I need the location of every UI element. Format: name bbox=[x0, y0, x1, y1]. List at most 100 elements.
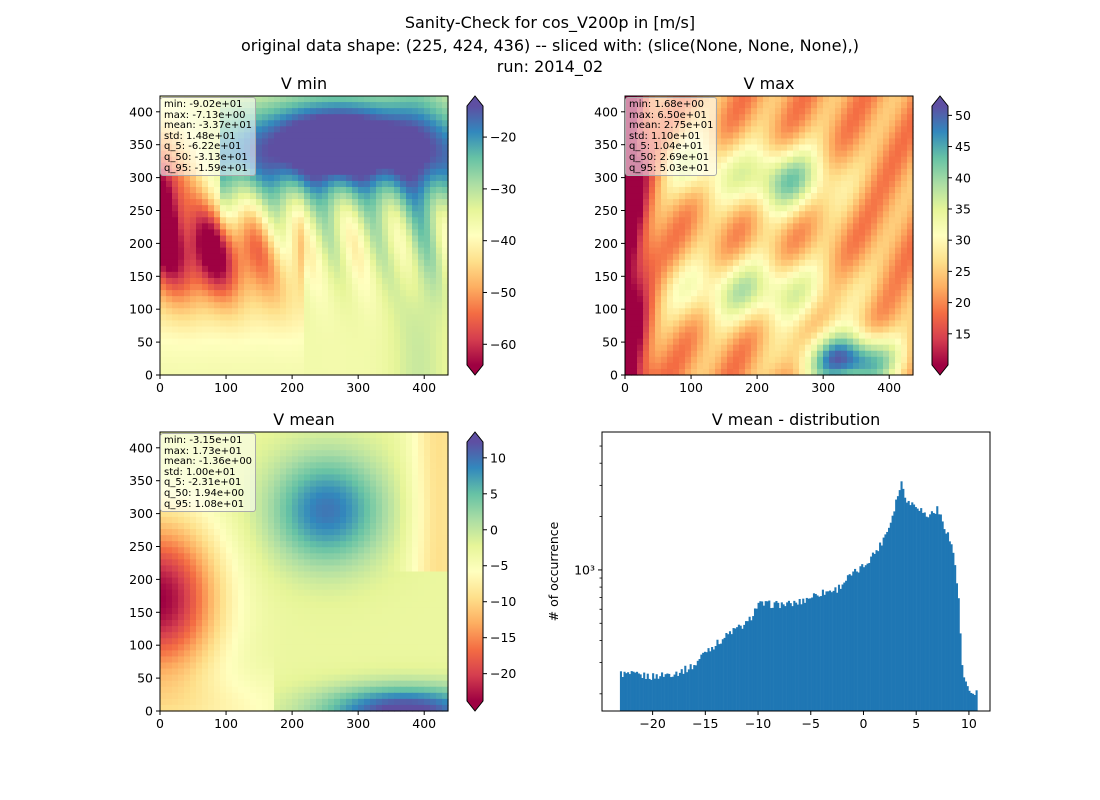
histogram-bar bbox=[723, 637, 726, 711]
histogram-bar bbox=[811, 597, 814, 711]
stats-line: min: 1.68e+00 bbox=[629, 99, 704, 110]
histogram-bar bbox=[864, 565, 867, 711]
histogram-bar bbox=[886, 531, 889, 711]
colorbar-outline bbox=[466, 431, 484, 712]
histogram-bar bbox=[973, 695, 976, 711]
histogram-bar bbox=[827, 591, 830, 711]
y-tick-label: 100 bbox=[129, 302, 153, 317]
histogram-bar bbox=[950, 544, 953, 711]
histogram-bar bbox=[702, 652, 705, 711]
histogram-bar bbox=[879, 542, 882, 711]
colorbar-extend-max bbox=[467, 432, 483, 442]
histogram-bar bbox=[975, 690, 978, 711]
stats-line: mean: -3.37e+01 bbox=[164, 120, 253, 132]
histogram-bar bbox=[659, 676, 662, 711]
x-tick-label: 200 bbox=[745, 380, 769, 395]
histogram-bar bbox=[714, 646, 717, 711]
colorbar-tick-label: −30 bbox=[490, 181, 516, 196]
histogram-bar bbox=[968, 690, 971, 711]
stats-line: q_50: 2.69e+01 bbox=[629, 151, 710, 163]
histogram-bar bbox=[655, 674, 658, 711]
histogram-bar bbox=[846, 575, 849, 711]
stats-line: max: 1.73e+01 bbox=[164, 445, 242, 457]
histogram-bar bbox=[957, 598, 960, 711]
histogram-bar bbox=[887, 527, 891, 711]
stats-box-vmin: min: -9.02e+01 max: -7.13e+00 mean: -3.37e… bbox=[160, 97, 257, 177]
colorbar-tick-label: −40 bbox=[490, 233, 516, 248]
histogram-bar bbox=[891, 515, 894, 711]
histogram-bar bbox=[961, 665, 964, 711]
y-tick-label: 150 bbox=[594, 269, 618, 284]
histogram-bar bbox=[693, 665, 696, 711]
histogram-bar bbox=[873, 553, 876, 711]
x-tick-label: 0 bbox=[156, 716, 164, 731]
x-tick-label: 300 bbox=[346, 716, 370, 731]
histogram-bar bbox=[743, 624, 746, 711]
colorbar-tick-label: 35 bbox=[955, 201, 971, 216]
histogram-bar bbox=[737, 624, 740, 711]
histogram-bar bbox=[880, 545, 883, 711]
histogram-bar bbox=[664, 674, 667, 711]
y-tick-label: 100 bbox=[129, 638, 153, 653]
colorbar-tick-label: 5 bbox=[490, 486, 498, 501]
histogram-frame bbox=[601, 431, 991, 712]
histogram-bar bbox=[905, 502, 908, 711]
histogram-bar bbox=[757, 602, 760, 711]
histogram-bar bbox=[657, 678, 660, 711]
y-tick-label: 350 bbox=[129, 473, 153, 488]
histogram-bar bbox=[650, 679, 653, 711]
y-tick-label: 350 bbox=[129, 137, 153, 152]
histogram-bar bbox=[678, 672, 681, 711]
heatmap-frame-1 bbox=[624, 95, 914, 376]
histogram-bar bbox=[677, 675, 680, 711]
y-tick-label: 50 bbox=[602, 335, 618, 350]
histogram-bar bbox=[648, 678, 651, 711]
histogram-bar bbox=[816, 595, 819, 711]
histogram-bar bbox=[628, 674, 631, 711]
stats-line: q_95: 1.08e+01 bbox=[164, 498, 245, 510]
x-tick-label: 200 bbox=[280, 716, 304, 731]
histogram-bar bbox=[700, 654, 703, 711]
histogram-bar bbox=[780, 602, 783, 711]
histogram-bar bbox=[712, 649, 715, 711]
histogram-bar bbox=[750, 620, 753, 711]
histogram-bar bbox=[809, 598, 812, 711]
histogram-bar bbox=[639, 674, 642, 711]
x-tick-label: −15 bbox=[692, 716, 718, 731]
histogram-bar bbox=[843, 582, 846, 711]
colorbar-extend-max bbox=[932, 96, 948, 106]
histogram-bar bbox=[852, 571, 855, 711]
histogram-bar bbox=[759, 601, 762, 711]
histogram-bar bbox=[900, 481, 903, 711]
histogram-bar bbox=[868, 562, 871, 711]
colorbar-1 bbox=[932, 106, 948, 365]
colorbar-tick-label: −20 bbox=[490, 130, 516, 145]
histogram-bar bbox=[904, 497, 907, 711]
histogram-bar bbox=[686, 672, 689, 711]
histogram-bar bbox=[778, 608, 782, 711]
x-tick-label: 100 bbox=[214, 716, 238, 731]
histogram-bar bbox=[907, 500, 910, 711]
histogram-bar bbox=[621, 676, 624, 711]
histogram-bar bbox=[770, 608, 773, 711]
colorbar-extend-min bbox=[467, 365, 483, 375]
histogram-bar bbox=[850, 575, 853, 711]
histogram-bar bbox=[725, 633, 728, 711]
histogram-bar bbox=[791, 606, 794, 711]
histogram-bar bbox=[643, 672, 646, 711]
histogram-bar bbox=[925, 516, 928, 711]
histogram-bar bbox=[841, 584, 844, 711]
x-tick-label: 0 bbox=[860, 716, 868, 731]
histogram-bar bbox=[916, 508, 919, 711]
histogram-bar bbox=[764, 601, 767, 711]
histogram-bar bbox=[821, 589, 824, 711]
histogram-bar bbox=[641, 677, 644, 711]
histogram-bar bbox=[736, 627, 739, 711]
suptitle-line-3: run: 2014_02 bbox=[496, 57, 604, 76]
histogram-bar bbox=[896, 496, 900, 711]
x-tick-label: 300 bbox=[346, 380, 370, 395]
colorbar-outline bbox=[931, 95, 949, 376]
histogram-bar bbox=[963, 677, 966, 711]
histogram-bar bbox=[745, 621, 748, 711]
histogram-bar bbox=[938, 514, 941, 711]
